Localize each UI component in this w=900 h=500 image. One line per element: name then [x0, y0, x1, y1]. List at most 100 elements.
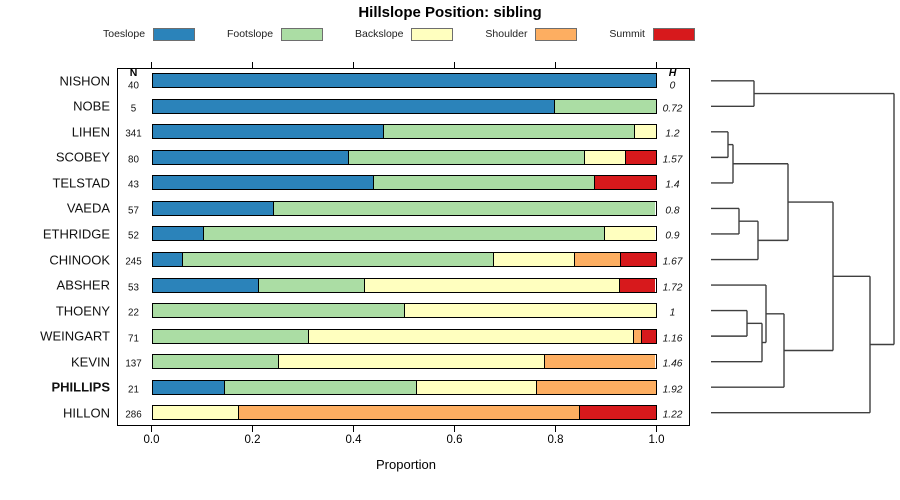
row-label-absher: ABSHER — [56, 277, 110, 293]
bar-segment-shoulder — [632, 329, 641, 343]
legend-swatch — [535, 28, 578, 41]
bar-segment-shoulder — [544, 355, 656, 369]
bar-segment-footslope — [272, 201, 656, 215]
axis-tick-label: 0.6 — [446, 434, 463, 446]
axis-tick-top — [251, 62, 254, 68]
row-label-lihen: LIHEN — [71, 124, 110, 140]
bar-segment-backslope — [152, 406, 238, 420]
bar-segment-summit — [624, 150, 656, 164]
legend-item-summit: Summit — [609, 28, 695, 41]
row-label-ethridge: ETHRIDGE — [42, 226, 110, 242]
axis-tick-label: 1.0 — [648, 434, 665, 446]
bar-segment-toeslope — [152, 380, 224, 394]
legend-swatch — [153, 28, 196, 41]
legend-swatch — [411, 28, 454, 41]
x-axis-title: Proportion — [376, 457, 436, 472]
stacked-bar-nishon — [151, 73, 657, 89]
legend-item-shoulder: Shoulder — [485, 28, 578, 41]
bar-segment-summit — [619, 253, 656, 267]
bar-segment-shoulder — [573, 253, 620, 267]
stacked-bar-ethridge — [151, 226, 657, 242]
h-value: 1.46 — [662, 358, 683, 370]
legend-label: Footslope — [226, 28, 274, 40]
h-value: 0 — [669, 80, 676, 92]
bar-segment-footslope — [202, 227, 605, 241]
row-label-chinook: CHINOOK — [49, 252, 110, 268]
h-value: 1.16 — [662, 333, 683, 345]
bar-segment-toeslope — [152, 253, 183, 267]
bar-segment-backslope — [363, 278, 620, 292]
bar-segment-toeslope — [152, 99, 555, 113]
row-label-weingart: WEINGART — [40, 328, 110, 344]
axis-tick-top — [352, 62, 355, 68]
legend-swatch — [652, 28, 695, 41]
bar-segment-shoulder — [237, 406, 580, 420]
n-value: 341 — [125, 128, 142, 140]
h-value: 0.8 — [665, 205, 680, 217]
row-label-phillips: PHILLIPS — [51, 379, 110, 395]
n-value: 71 — [128, 333, 139, 345]
bar-segment-toeslope — [152, 150, 348, 164]
bar-segment-backslope — [277, 355, 545, 369]
bar-segment-backslope — [583, 150, 625, 164]
axis-tick-bottom — [251, 425, 254, 432]
bar-segment-summit — [579, 406, 656, 420]
legend-label: Backslope — [355, 28, 404, 40]
stacked-bar-telstad — [151, 175, 657, 191]
bar-segment-summit — [640, 329, 656, 343]
h-value: 0.9 — [665, 230, 680, 242]
h-value: 1.72 — [662, 282, 683, 294]
n-value: 22 — [128, 307, 139, 319]
bar-segment-backslope — [415, 380, 536, 394]
h-value: 1.92 — [662, 384, 683, 396]
h-value: 1 — [669, 307, 676, 319]
cluster-dendrogram — [711, 80, 895, 414]
bar-segment-footslope — [224, 380, 416, 394]
bar-segment-footslope — [372, 176, 595, 190]
bar-segment-toeslope — [152, 278, 258, 292]
bar-segment-footslope — [347, 150, 584, 164]
h-value: 0.72 — [662, 103, 683, 115]
row-label-scobey: SCOBEY — [55, 149, 110, 165]
bar-segment-footslope — [152, 329, 308, 343]
bar-segment-footslope — [152, 355, 278, 369]
stacked-bar-weingart — [151, 328, 657, 344]
axis-tick-top — [554, 62, 557, 68]
h-column-header: H — [668, 67, 677, 80]
axis-tick-label: 0.4 — [345, 434, 362, 446]
row-label-kevin: KEVIN — [70, 354, 110, 370]
legend-label: Toeslope — [103, 28, 146, 40]
n-value: 52 — [128, 230, 139, 242]
n-value: 57 — [128, 205, 139, 217]
bar-segment-footslope — [182, 253, 493, 267]
n-value: 43 — [128, 179, 139, 191]
h-value: 1.67 — [662, 256, 683, 268]
bar-segment-toeslope — [152, 201, 273, 215]
bar-segment-backslope — [403, 304, 656, 318]
stacked-bar-lihen — [151, 124, 657, 140]
axis-tick-bottom — [453, 425, 456, 432]
bar-segment-footslope — [257, 278, 364, 292]
legend-label: Summit — [609, 28, 645, 40]
row-label-thoeny: THOENY — [55, 303, 110, 319]
n-value: 5 — [130, 103, 137, 115]
axis-tick-top — [453, 62, 456, 68]
stacked-bar-phillips — [151, 379, 657, 395]
bar-segment-toeslope — [152, 227, 203, 241]
bar-segment-backslope — [307, 329, 633, 343]
bar-segment-footslope — [382, 125, 635, 139]
bar-segment-backslope — [492, 253, 574, 267]
legend-item-backslope: Backslope — [355, 28, 454, 41]
stacked-bar-kevin — [151, 354, 657, 370]
n-column-header: N — [129, 67, 138, 80]
n-value: 286 — [125, 409, 142, 421]
legend-item-footslope: Footslope — [226, 28, 324, 41]
legend: Toeslope Footslope Backslope Shoulder Summit — [103, 28, 695, 41]
plot-panel-border — [116, 68, 690, 426]
axis-tick-bottom — [150, 425, 153, 432]
axis-tick-label: 0.0 — [143, 434, 160, 446]
n-value: 40 — [128, 80, 139, 92]
n-value: 53 — [128, 282, 139, 294]
bar-segment-toeslope — [152, 74, 656, 88]
